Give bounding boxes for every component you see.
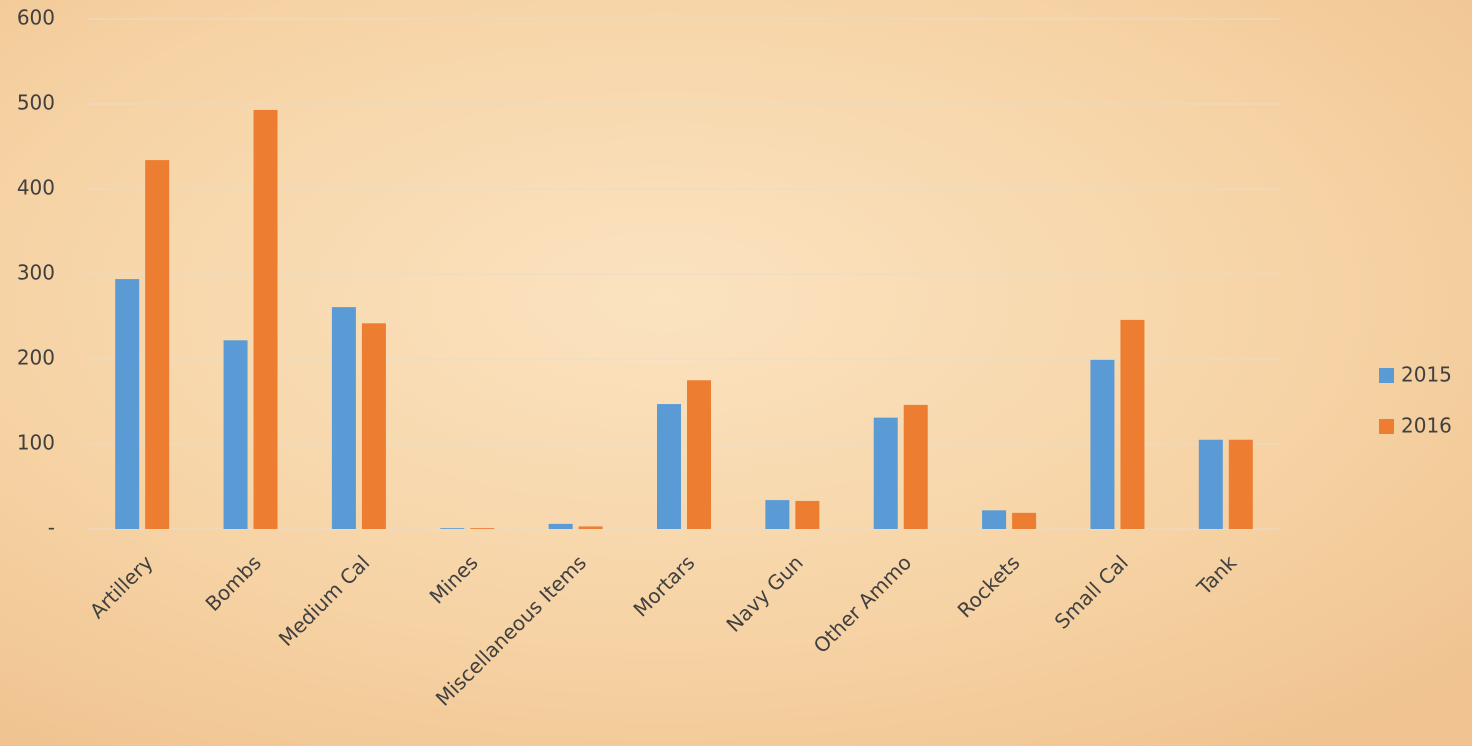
bar (115, 279, 139, 529)
bar (1090, 360, 1114, 529)
bar (362, 323, 386, 529)
bar (765, 500, 789, 529)
legend-swatch (1379, 368, 1394, 383)
bar (874, 418, 898, 529)
y-tick-label: - (48, 516, 55, 540)
bar (254, 110, 278, 529)
bar (1229, 440, 1253, 529)
bar (795, 501, 819, 529)
legend-swatch (1379, 419, 1394, 434)
bar (1120, 320, 1144, 529)
page: {"chart_data": {"type": "bar", "categori… (0, 0, 1472, 746)
bar (687, 380, 711, 529)
bar (549, 524, 573, 529)
bar (579, 526, 603, 529)
legend-label: 2016 (1401, 414, 1452, 438)
y-tick-label: 300 (17, 261, 55, 285)
bar (904, 405, 928, 529)
bar (145, 160, 169, 529)
bar (440, 528, 464, 529)
y-tick-label: 200 (17, 346, 55, 370)
chart: -100200300400500600ArtilleryBombsMedium … (0, 0, 1472, 746)
y-tick-label: 400 (17, 176, 55, 200)
bar (1012, 513, 1036, 529)
y-tick-label: 500 (17, 91, 55, 115)
y-tick-label: 100 (17, 431, 55, 455)
bar (657, 404, 681, 529)
bar (332, 307, 356, 529)
bar (1199, 440, 1223, 529)
bar (982, 510, 1006, 529)
y-tick-label: 600 (17, 6, 55, 30)
legend-label: 2015 (1401, 363, 1452, 387)
bar (224, 340, 248, 529)
bar (470, 528, 494, 529)
